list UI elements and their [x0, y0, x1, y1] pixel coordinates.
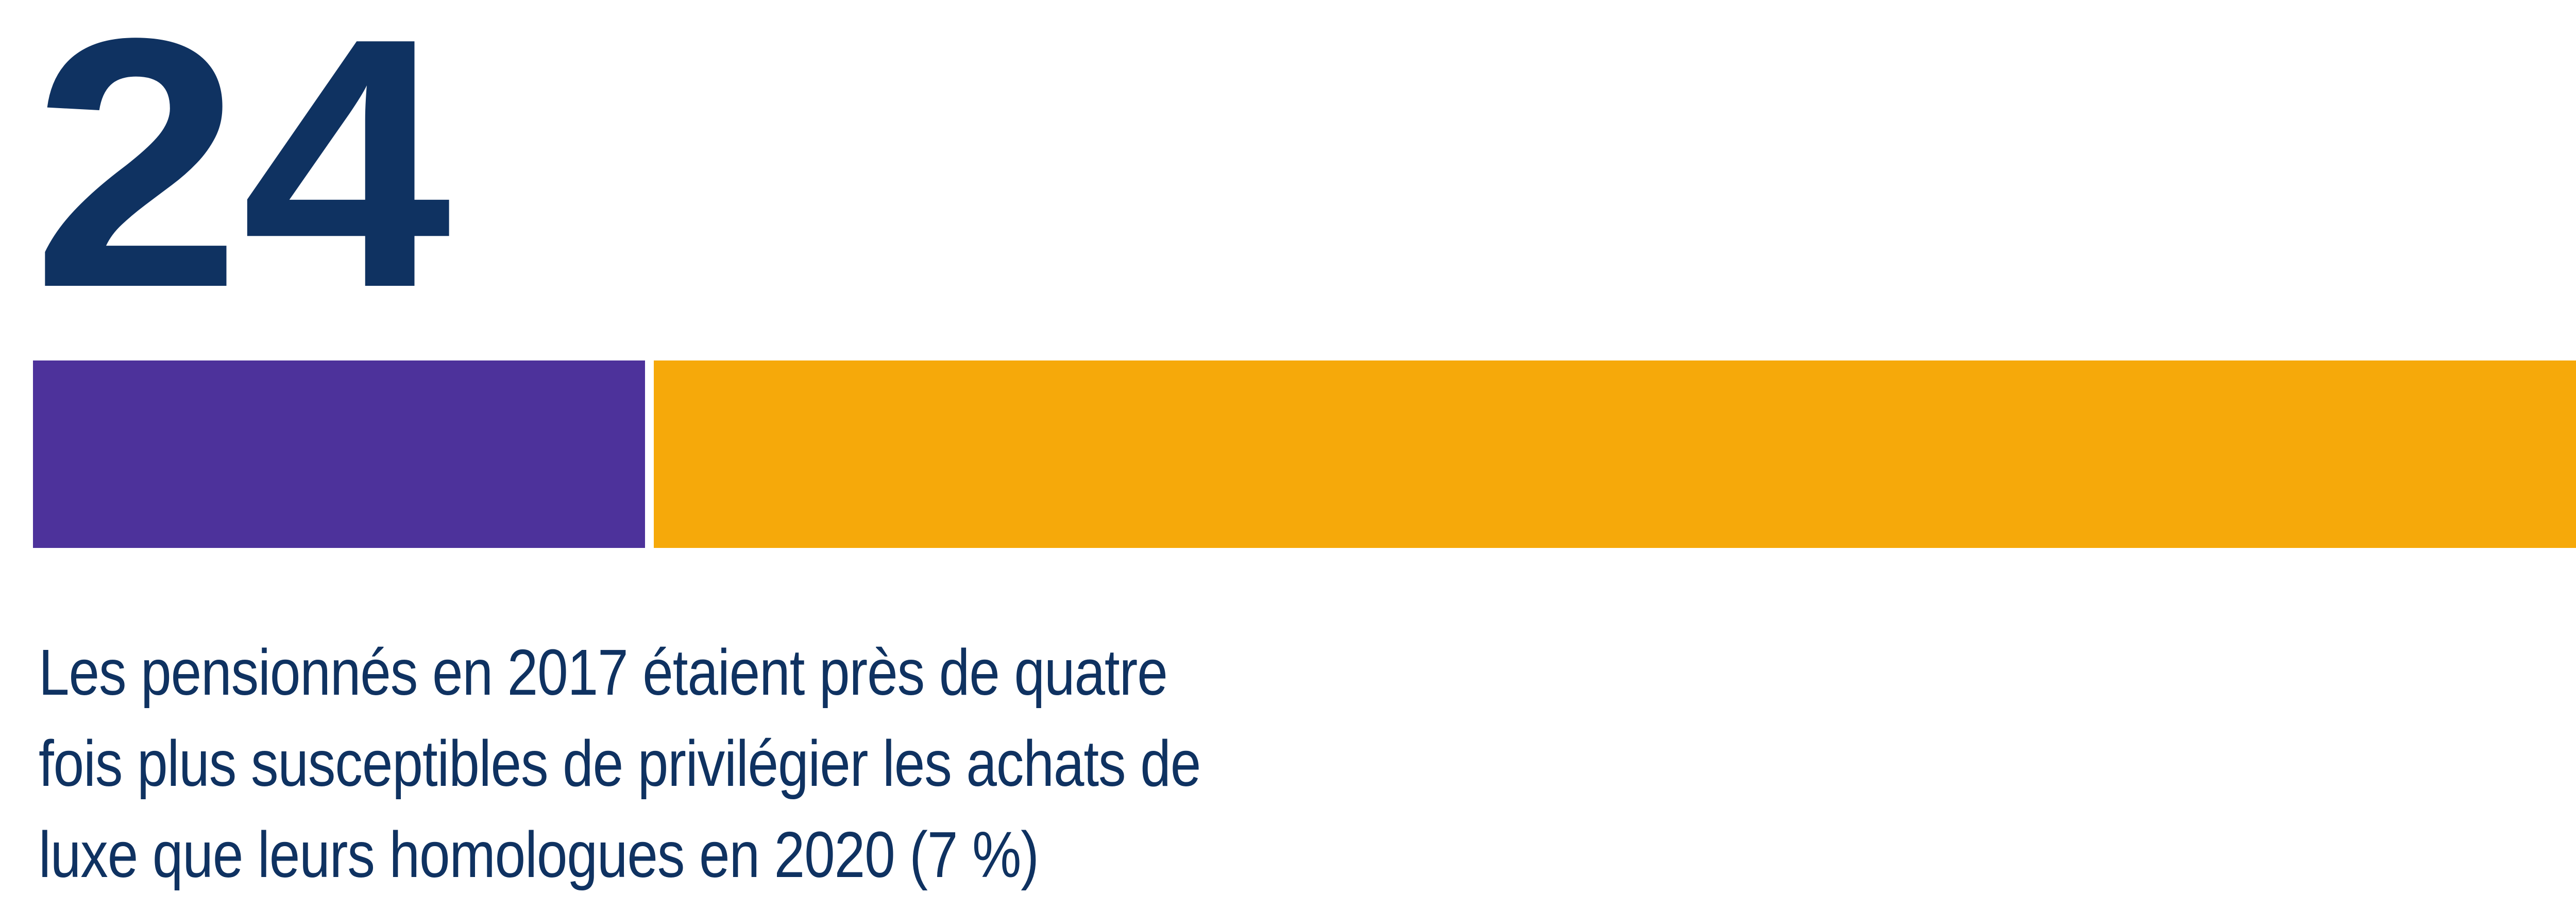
stat-bar-chart: [33, 360, 2576, 548]
stat-big-number: 24: [32, 0, 451, 362]
bar-segment-remainder: [654, 360, 2576, 548]
stat-caption: Les pensionnés en 2017 étaient près de q…: [39, 636, 1201, 891]
bar-segment-highlight: [33, 360, 646, 548]
